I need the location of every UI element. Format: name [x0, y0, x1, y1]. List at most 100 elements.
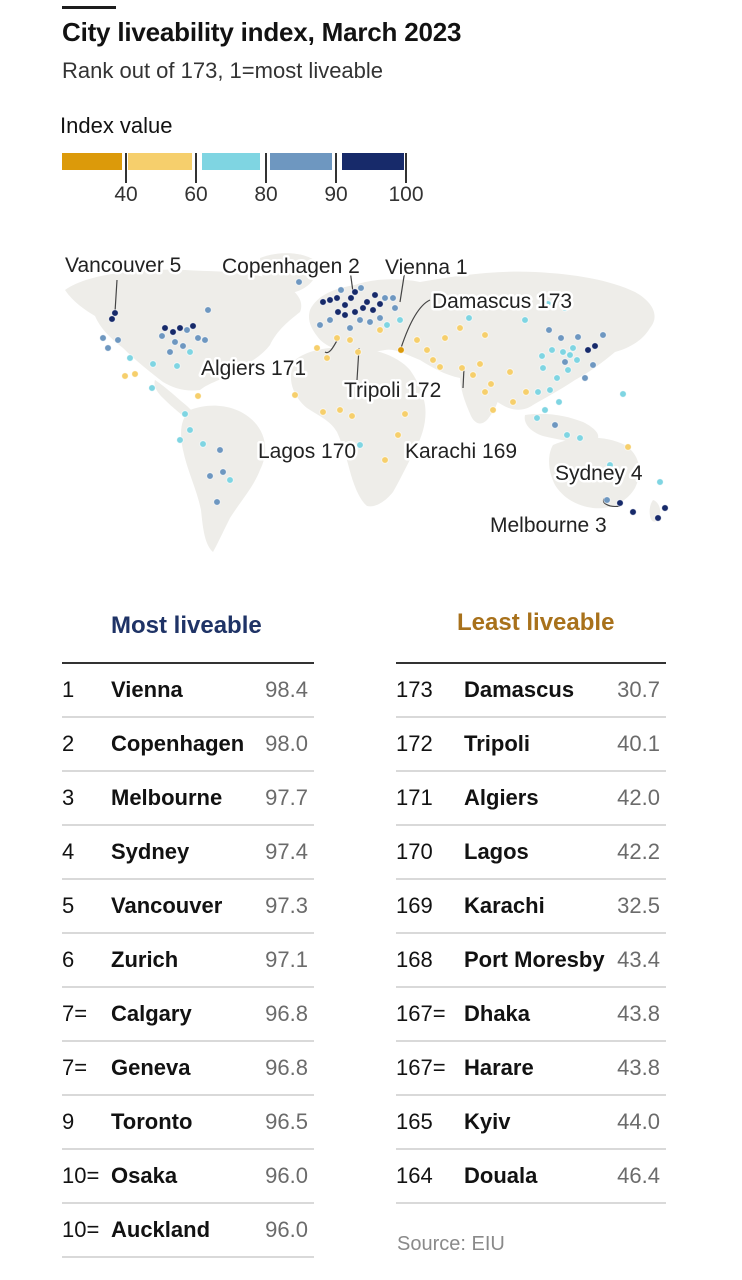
city-dot: [376, 300, 384, 308]
city-dot: [291, 391, 299, 399]
leader-lines: [114, 269, 621, 507]
rank-cell: 10=: [62, 1217, 100, 1242]
city-dot: [589, 361, 597, 369]
city-dot: [456, 324, 464, 332]
city-dot: [533, 414, 541, 422]
city-dot: [319, 408, 327, 416]
legend-tick-label: 40: [114, 183, 138, 206]
city-cell: Toronto: [111, 1109, 193, 1134]
city-dot: [351, 308, 359, 316]
table-row: 171 Algiers 42.0: [396, 772, 666, 826]
greenland-shape: [260, 253, 318, 292]
city-dot: [216, 446, 224, 454]
rank-cell: 5: [62, 893, 75, 918]
table-row: 6 Zurich 97.1: [62, 934, 314, 988]
city-dot: [545, 326, 553, 334]
city-dot: [213, 498, 221, 506]
city-dot: [381, 456, 389, 464]
city-dot: [201, 336, 209, 344]
value-cell: 43.8: [617, 1055, 660, 1080]
legend-title: Index value: [60, 113, 173, 138]
city-label-vancouver: Vancouver 5: [65, 254, 181, 277]
value-cell: 46.4: [617, 1163, 660, 1188]
city-cell: Tripoli: [464, 731, 530, 756]
city-dot: [337, 286, 345, 294]
city-dot: [169, 328, 177, 336]
city-cell: Zurich: [111, 947, 179, 972]
rank-cell: 3: [62, 785, 75, 810]
city-label-tripoli: Tripoli 172: [344, 379, 441, 402]
city-dot: [489, 406, 497, 414]
chart-title: City liveability index, March 2023: [62, 17, 462, 47]
value-cell: 97.3: [265, 893, 308, 918]
city-dot: [396, 316, 404, 324]
city-dot: [114, 336, 122, 344]
city-dot: [481, 388, 489, 396]
legend-tick-label: 90: [324, 183, 348, 206]
rank-cell: 168: [396, 947, 433, 972]
leader-line: [399, 269, 406, 303]
india-shape: [459, 369, 501, 424]
city-dot: [357, 284, 365, 292]
rank-cell: 173: [396, 677, 433, 702]
city-cell: Auckland: [111, 1217, 211, 1242]
city-cell: Karachi: [464, 893, 545, 918]
legend-tick: [405, 153, 407, 183]
city-cell: Geneva: [111, 1055, 191, 1080]
city-dot: [111, 309, 119, 317]
value-cell: 96.8: [265, 1001, 308, 1026]
city-dot: [548, 346, 556, 354]
most-liveable-table: 1 Vienna 98.4 2 Copenhagen 98.0 3 Melbourne 97.7…: [62, 662, 314, 1258]
rank-cell: 10=: [62, 1163, 100, 1188]
city-dot: [465, 314, 473, 322]
city-dot: [553, 374, 561, 382]
city-dot: [619, 390, 627, 398]
city-dot: [584, 346, 592, 354]
leader-line: [114, 279, 118, 313]
city-label-melbourne: Melbourne 3: [490, 514, 607, 537]
city-dot: [363, 298, 371, 306]
city-dot: [369, 306, 377, 314]
city-dot: [539, 364, 547, 372]
city-dot: [341, 301, 349, 309]
city-dot: [561, 304, 569, 312]
city-dot: [603, 496, 611, 504]
value-cell: 97.1: [265, 947, 308, 972]
city-label-tripoli: Tripoli 172: [344, 379, 441, 402]
city-dot: [391, 304, 399, 312]
city-dot: [206, 472, 214, 480]
city-dot: [541, 406, 549, 414]
value-cell: 97.7: [265, 785, 308, 810]
rank-cell: 1: [62, 677, 75, 702]
city-dot: [326, 296, 334, 304]
city-dot: [383, 321, 391, 329]
city-dot: [149, 360, 157, 368]
city-dot: [476, 360, 484, 368]
city-dot: [219, 468, 227, 476]
city-cell: Port Moresby: [464, 947, 605, 972]
rank-cell: 4: [62, 839, 75, 864]
city-dot: [366, 318, 374, 326]
city-dot: [423, 346, 431, 354]
city-dot: [179, 342, 187, 350]
city-dot: [551, 421, 559, 429]
city-cell: Algiers: [464, 785, 539, 810]
table-row: 173 Damascus 30.7: [396, 664, 666, 718]
city-dot: [341, 311, 349, 319]
city-dot: [316, 321, 324, 329]
legend-tick-label: 80: [254, 183, 278, 206]
table-row: 167= Dhaka 43.8: [396, 988, 666, 1042]
rank-cell: 171: [396, 785, 433, 810]
least-liveable-heading: Least liveable: [457, 609, 615, 636]
city-label-karachi: Karachi 169: [405, 440, 517, 463]
value-cell: 32.5: [617, 893, 660, 918]
value-cell: 98.0: [265, 731, 308, 756]
table-row: 164 Douala 46.4: [396, 1150, 666, 1204]
city-dot: [176, 436, 184, 444]
city-dot: [346, 324, 354, 332]
rank-cell: 172: [396, 731, 433, 756]
city-dot: [441, 334, 449, 342]
city-dot: [376, 314, 384, 322]
city-dot: [654, 514, 662, 522]
